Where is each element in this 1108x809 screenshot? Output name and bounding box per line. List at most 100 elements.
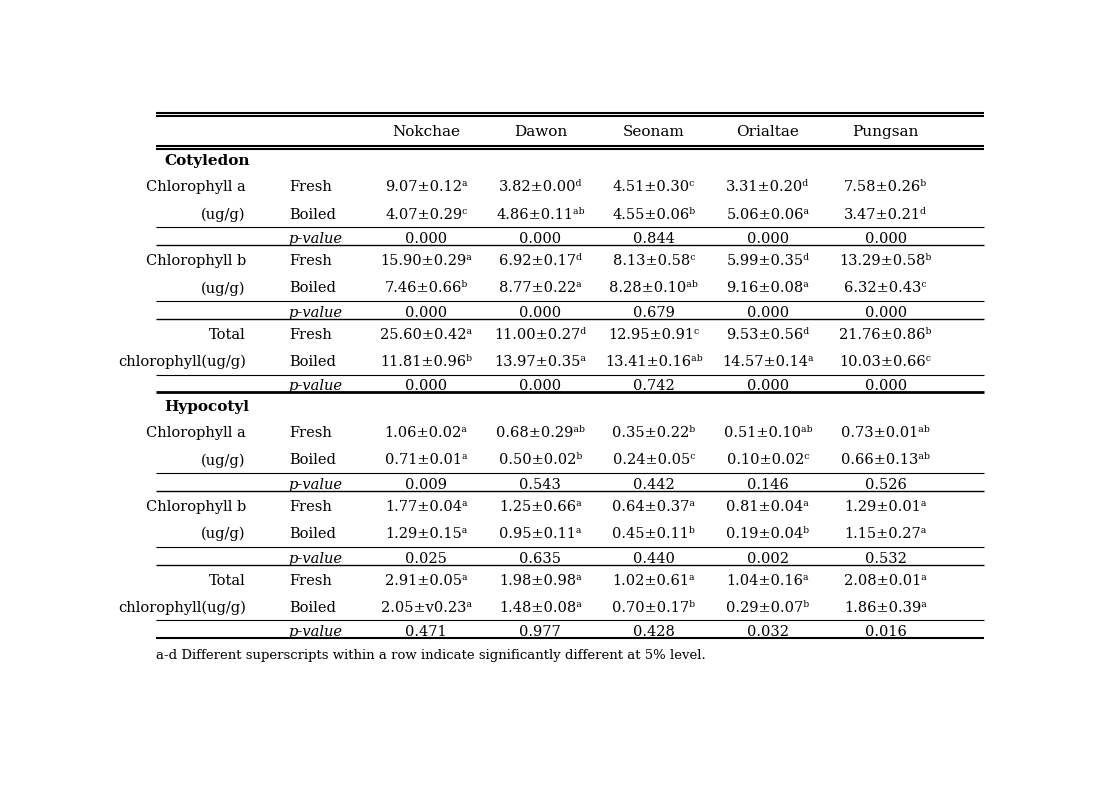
- Text: 1.29±0.01ᵃ: 1.29±0.01ᵃ: [844, 500, 926, 514]
- Text: 0.81±0.04ᵃ: 0.81±0.04ᵃ: [727, 500, 809, 514]
- Text: Seonam: Seonam: [623, 125, 685, 139]
- Text: Boiled: Boiled: [289, 527, 336, 541]
- Text: 10.03±0.66ᶜ: 10.03±0.66ᶜ: [840, 355, 932, 369]
- Text: 1.04±0.16ᵃ: 1.04±0.16ᵃ: [727, 574, 809, 587]
- Text: 12.95±0.91ᶜ: 12.95±0.91ᶜ: [608, 328, 699, 341]
- Text: Boiled: Boiled: [289, 282, 336, 295]
- Text: 1.15±0.27ᵃ: 1.15±0.27ᵃ: [844, 527, 926, 541]
- Text: 4.86±0.11ᵃᵇ: 4.86±0.11ᵃᵇ: [496, 208, 585, 222]
- Text: 0.64±0.37ᵃ: 0.64±0.37ᵃ: [613, 500, 695, 514]
- Text: 0.000: 0.000: [747, 379, 789, 393]
- Text: 0.000: 0.000: [747, 232, 789, 246]
- Text: 1.06±0.02ᵃ: 1.06±0.02ᵃ: [384, 426, 468, 440]
- Text: p-value: p-value: [289, 379, 342, 393]
- Text: 3.47±0.21ᵈ: 3.47±0.21ᵈ: [844, 208, 927, 222]
- Text: 1.77±0.04ᵃ: 1.77±0.04ᵃ: [384, 500, 468, 514]
- Text: Fresh: Fresh: [289, 574, 331, 587]
- Text: Chlorophyll b: Chlorophyll b: [145, 254, 246, 268]
- Text: (ug/g): (ug/g): [202, 207, 246, 222]
- Text: 0.50±0.02ᵇ: 0.50±0.02ᵇ: [499, 454, 582, 468]
- Text: 0.71±0.01ᵃ: 0.71±0.01ᵃ: [384, 454, 468, 468]
- Text: 8.77±0.22ᵃ: 8.77±0.22ᵃ: [499, 282, 582, 295]
- Text: 1.48±0.08ᵃ: 1.48±0.08ᵃ: [499, 601, 582, 615]
- Text: 15.90±0.29ᵃ: 15.90±0.29ᵃ: [380, 254, 472, 268]
- Text: 0.95±0.11ᵃ: 0.95±0.11ᵃ: [499, 527, 582, 541]
- Text: 4.51±0.30ᶜ: 4.51±0.30ᶜ: [613, 180, 695, 194]
- Text: Boiled: Boiled: [289, 208, 336, 222]
- Text: Total: Total: [209, 574, 246, 587]
- Text: 3.82±0.00ᵈ: 3.82±0.00ᵈ: [499, 180, 582, 194]
- Text: 0.543: 0.543: [520, 478, 562, 492]
- Text: 0.146: 0.146: [747, 478, 789, 492]
- Text: chlorophyll(ug/g): chlorophyll(ug/g): [117, 355, 246, 369]
- Text: 9.16±0.08ᵃ: 9.16±0.08ᵃ: [727, 282, 809, 295]
- Text: 5.99±0.35ᵈ: 5.99±0.35ᵈ: [727, 254, 810, 268]
- Text: chlorophyll(ug/g): chlorophyll(ug/g): [117, 601, 246, 615]
- Text: 0.532: 0.532: [864, 552, 906, 565]
- Text: 0.742: 0.742: [633, 379, 675, 393]
- Text: 0.70±0.17ᵇ: 0.70±0.17ᵇ: [613, 601, 695, 615]
- Text: 13.97±0.35ᵃ: 13.97±0.35ᵃ: [494, 355, 586, 369]
- Text: 0.29±0.07ᵇ: 0.29±0.07ᵇ: [727, 601, 810, 615]
- Text: 7.58±0.26ᵇ: 7.58±0.26ᵇ: [844, 180, 927, 194]
- Text: Fresh: Fresh: [289, 328, 331, 341]
- Text: p-value: p-value: [289, 232, 342, 246]
- Text: (ug/g): (ug/g): [202, 527, 246, 541]
- Text: Fresh: Fresh: [289, 254, 331, 268]
- Text: 6.92±0.17ᵈ: 6.92±0.17ᵈ: [499, 254, 582, 268]
- Text: 0.977: 0.977: [520, 625, 562, 639]
- Text: Boiled: Boiled: [289, 454, 336, 468]
- Text: 0.000: 0.000: [520, 232, 562, 246]
- Text: Nokchae: Nokchae: [392, 125, 460, 139]
- Text: Hypocotyl: Hypocotyl: [164, 400, 249, 414]
- Text: 0.009: 0.009: [406, 478, 448, 492]
- Text: 2.91±0.05ᵃ: 2.91±0.05ᵃ: [384, 574, 468, 587]
- Text: 0.68±0.29ᵃᵇ: 0.68±0.29ᵃᵇ: [496, 426, 585, 440]
- Text: 0.844: 0.844: [633, 232, 675, 246]
- Text: Fresh: Fresh: [289, 180, 331, 194]
- Text: 0.635: 0.635: [520, 552, 562, 565]
- Text: 1.98±0.98ᵃ: 1.98±0.98ᵃ: [499, 574, 582, 587]
- Text: p-value: p-value: [289, 306, 342, 320]
- Text: 11.00±0.27ᵈ: 11.00±0.27ᵈ: [494, 328, 586, 341]
- Text: 9.53±0.56ᵈ: 9.53±0.56ᵈ: [727, 328, 810, 341]
- Text: 8.28±0.10ᵃᵇ: 8.28±0.10ᵃᵇ: [609, 282, 698, 295]
- Text: Dawon: Dawon: [514, 125, 567, 139]
- Text: 0.73±0.01ᵃᵇ: 0.73±0.01ᵃᵇ: [841, 426, 930, 440]
- Text: 0.24±0.05ᶜ: 0.24±0.05ᶜ: [613, 454, 695, 468]
- Text: 0.526: 0.526: [864, 478, 906, 492]
- Text: 2.05±v0.23ᵃ: 2.05±v0.23ᵃ: [381, 601, 472, 615]
- Text: 8.13±0.58ᶜ: 8.13±0.58ᶜ: [613, 254, 695, 268]
- Text: 1.25±0.66ᵃ: 1.25±0.66ᵃ: [499, 500, 582, 514]
- Text: 0.679: 0.679: [633, 306, 675, 320]
- Text: 1.02±0.61ᵃ: 1.02±0.61ᵃ: [613, 574, 695, 587]
- Text: 3.31±0.20ᵈ: 3.31±0.20ᵈ: [727, 180, 810, 194]
- Text: Chlorophyll b: Chlorophyll b: [145, 500, 246, 514]
- Text: 0.000: 0.000: [864, 306, 906, 320]
- Text: a-d Different superscripts within a row indicate significantly different at 5% l: a-d Different superscripts within a row …: [155, 650, 706, 663]
- Text: Total: Total: [209, 328, 246, 341]
- Text: 0.016: 0.016: [864, 625, 906, 639]
- Text: 0.471: 0.471: [406, 625, 447, 639]
- Text: 0.000: 0.000: [406, 306, 448, 320]
- Text: 0.35±0.22ᵇ: 0.35±0.22ᵇ: [612, 426, 696, 440]
- Text: Boiled: Boiled: [289, 355, 336, 369]
- Text: 13.41±0.16ᵃᵇ: 13.41±0.16ᵃᵇ: [605, 355, 702, 369]
- Text: p-value: p-value: [289, 478, 342, 492]
- Text: 13.29±0.58ᵇ: 13.29±0.58ᵇ: [840, 254, 932, 268]
- Text: 1.86±0.39ᵃ: 1.86±0.39ᵃ: [844, 601, 927, 615]
- Text: 0.002: 0.002: [747, 552, 789, 565]
- Text: 14.57±0.14ᵃ: 14.57±0.14ᵃ: [722, 355, 813, 369]
- Text: 5.06±0.06ᵃ: 5.06±0.06ᵃ: [727, 208, 810, 222]
- Text: 11.81±0.96ᵇ: 11.81±0.96ᵇ: [380, 355, 472, 369]
- Text: 1.29±0.15ᵃ: 1.29±0.15ᵃ: [384, 527, 468, 541]
- Text: Chlorophyll a: Chlorophyll a: [146, 426, 246, 440]
- Text: 0.45±0.11ᵇ: 0.45±0.11ᵇ: [613, 527, 695, 541]
- Text: 9.07±0.12ᵃ: 9.07±0.12ᵃ: [384, 180, 468, 194]
- Text: 0.000: 0.000: [406, 232, 448, 246]
- Text: Boiled: Boiled: [289, 601, 336, 615]
- Text: Orialtae: Orialtae: [737, 125, 799, 139]
- Text: 0.000: 0.000: [406, 379, 448, 393]
- Text: Fresh: Fresh: [289, 500, 331, 514]
- Text: 0.440: 0.440: [633, 552, 675, 565]
